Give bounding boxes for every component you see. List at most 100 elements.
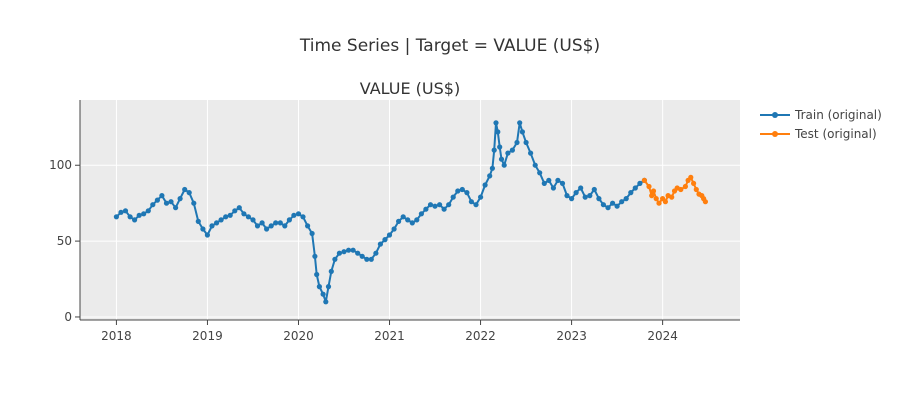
point-train-original-36 [277, 220, 283, 226]
point-train-original-55 [350, 247, 356, 253]
point-train-original-8 [150, 202, 156, 208]
point-train-original-61 [377, 241, 383, 247]
point-train-original-84 [482, 182, 488, 188]
point-test-original-1 [646, 183, 652, 190]
legend-label-test: Test (original) [794, 127, 877, 141]
x-tick-label-2018: 2018 [101, 329, 132, 343]
point-train-original-92 [501, 162, 507, 168]
point-train-original-23 [218, 217, 224, 223]
point-train-original-2 [122, 208, 129, 214]
series-test-original [641, 174, 709, 206]
legend-item-test[interactable]: Test (original) [760, 127, 877, 141]
point-train-original-83 [478, 194, 484, 200]
point-train-original-12 [168, 199, 174, 205]
point-train-original-39 [291, 212, 297, 218]
point-train-original-59 [368, 256, 374, 262]
legend[interactable]: Train (original) Test (original) [760, 108, 882, 141]
point-train-original-97 [519, 129, 526, 135]
x-tick-label-2023: 2023 [556, 329, 587, 343]
point-train-original-58 [364, 256, 370, 262]
point-train-original-87 [491, 147, 497, 153]
point-train-original-22 [214, 220, 220, 226]
point-train-original-68 [409, 220, 415, 226]
axes: 2018 2019 2020 2021 2022 2023 2024 0 50 100 [49, 100, 740, 343]
point-test-original-16 [691, 180, 697, 186]
point-train-original-4 [132, 217, 138, 223]
point-train-original-120 [623, 196, 629, 202]
point-train-original-96 [517, 120, 523, 126]
point-train-original-114 [596, 196, 602, 202]
point-train-original-78 [455, 188, 461, 194]
point-train-original-110 [578, 185, 584, 191]
point-test-original-5 [656, 200, 662, 206]
point-train-original-81 [468, 199, 474, 205]
point-train-original-94 [509, 147, 515, 153]
point-train-original-43 [309, 230, 315, 237]
point-train-original-35 [273, 220, 279, 226]
point-train-original-28 [241, 211, 247, 217]
point-train-original-117 [610, 200, 616, 206]
point-train-original-0 [113, 214, 119, 220]
point-train-original-73 [432, 203, 438, 209]
point-train-original-82 [473, 202, 479, 208]
point-train-original-20 [204, 232, 210, 238]
point-train-original-79 [459, 186, 465, 193]
chart-title: VALUE (US$) [360, 79, 460, 98]
point-test-original-2 [649, 193, 655, 199]
point-train-original-54 [346, 247, 352, 253]
point-train-original-16 [186, 190, 192, 196]
point-train-original-53 [341, 249, 347, 255]
point-test-original-3 [650, 188, 657, 194]
point-train-original-69 [414, 217, 420, 223]
point-train-original-62 [382, 237, 388, 243]
point-train-original-25 [227, 212, 233, 218]
point-test-original-7 [662, 199, 669, 205]
point-train-original-70 [418, 211, 424, 217]
point-train-original-32 [259, 220, 265, 226]
point-train-original-63 [386, 232, 393, 238]
point-train-original-49 [325, 284, 332, 290]
point-test-original-17 [693, 186, 699, 193]
point-train-original-50 [328, 268, 334, 274]
series-train-original [113, 120, 648, 305]
point-test-original-21 [702, 199, 709, 205]
point-train-original-67 [405, 217, 411, 223]
point-train-original-56 [355, 250, 361, 256]
point-train-original-33 [264, 226, 270, 232]
point-train-original-64 [391, 226, 397, 232]
point-test-original-15 [688, 174, 694, 180]
point-train-original-26 [232, 208, 238, 214]
point-train-original-119 [619, 199, 625, 205]
point-train-original-6 [141, 211, 147, 217]
point-train-original-113 [591, 186, 597, 193]
point-train-original-103 [546, 177, 552, 183]
point-train-original-86 [489, 165, 495, 171]
point-train-original-91 [498, 156, 505, 162]
point-train-original-71 [423, 206, 429, 212]
point-train-original-72 [427, 202, 434, 208]
x-tick-label-2024: 2024 [647, 329, 678, 343]
point-train-original-10 [159, 193, 165, 199]
point-train-original-9 [154, 197, 160, 203]
point-train-original-121 [628, 190, 634, 196]
point-train-original-116 [605, 205, 611, 211]
point-train-original-95 [514, 139, 520, 146]
point-train-original-93 [505, 150, 511, 156]
point-train-original-21 [209, 223, 215, 229]
point-train-original-123 [637, 180, 643, 186]
point-train-original-29 [245, 214, 251, 220]
plot-area [80, 100, 740, 320]
point-train-original-41 [300, 214, 306, 220]
point-train-original-57 [359, 253, 365, 259]
point-train-original-105 [555, 177, 561, 183]
point-train-original-48 [323, 299, 329, 305]
legend-item-train[interactable]: Train (original) [760, 108, 882, 122]
point-test-original-9 [669, 194, 675, 200]
point-train-original-77 [450, 194, 456, 200]
point-test-original-0 [641, 177, 648, 183]
point-train-original-37 [282, 223, 288, 229]
point-train-original-107 [564, 193, 570, 199]
point-train-original-38 [286, 217, 292, 223]
